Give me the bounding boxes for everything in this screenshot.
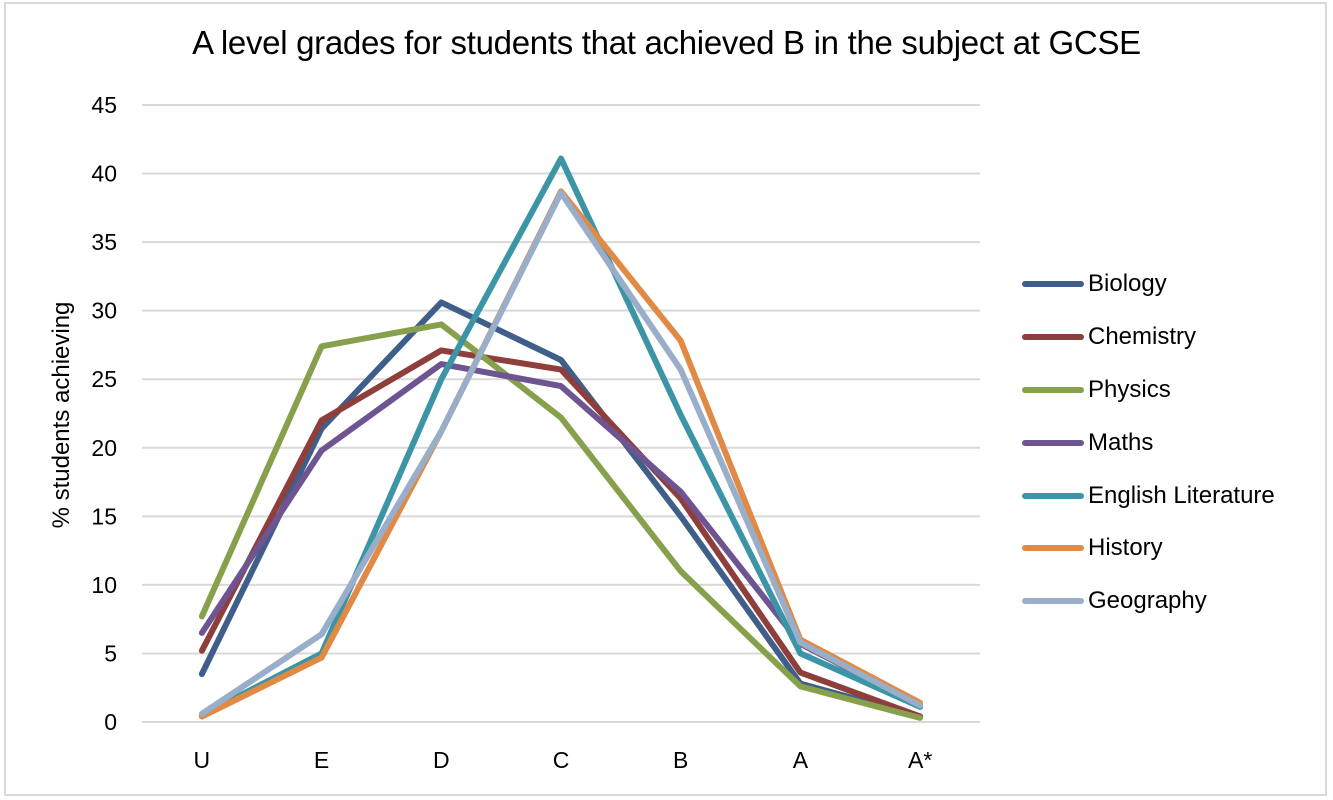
x-tick-label: B [673,747,688,773]
legend-item-english-literature: English Literature [1022,469,1275,522]
legend-label: History [1088,534,1163,562]
y-tick-label: 35 [91,229,117,255]
legend-label: English Literature [1088,481,1275,509]
y-tick-label: 25 [91,366,117,392]
chart-frame [4,2,1327,796]
y-tick-label: 45 [91,92,117,118]
series-line-geography [198,189,924,717]
legend-item-history: History [1022,522,1275,575]
series-line-chemistry [198,347,924,720]
x-tick-label: U [194,747,211,773]
legend-label: Maths [1088,428,1154,456]
series-line-physics [198,321,924,721]
legend-label: Geography [1088,587,1207,615]
y-tick-label: 30 [91,298,117,324]
legend-label: Biology [1088,270,1167,298]
legend-swatch-icon [1022,598,1084,605]
y-tick-label: 40 [91,161,117,187]
legend: Biology Chemistry Physics Maths English Lite… [1022,258,1275,628]
legend-swatch-icon [1022,281,1084,288]
y-tick-label: 0 [104,709,117,735]
x-tick-label: D [433,747,450,773]
legend-swatch-icon [1022,334,1084,341]
legend-item-chemistry: Chemistry [1022,311,1275,364]
y-tick-label: 5 [104,640,117,666]
gridlines [142,104,980,723]
x-tick-label: A [793,747,809,773]
x-axis-ticks: U E D C B A A* [194,747,933,773]
x-tick-label: C [553,747,570,773]
y-axis-ticks: 0 5 10 15 20 25 30 35 40 45 [91,92,117,735]
chart-title: A level grades for students that achieve… [192,24,1141,61]
x-tick-label: A* [908,747,932,773]
legend-label: Physics [1088,375,1171,403]
legend-swatch-icon [1022,545,1084,552]
legend-swatch-icon [1022,386,1084,393]
legend-swatch-icon [1022,439,1084,446]
y-tick-label: 15 [91,503,117,529]
legend-item-maths: Maths [1022,416,1275,469]
y-tick-label: 20 [91,435,117,461]
legend-item-physics: Physics [1022,364,1275,417]
legend-swatch-icon [1022,492,1084,499]
legend-item-biology: Biology [1022,258,1275,311]
legend-label: Chemistry [1088,323,1197,351]
y-tick-label: 10 [91,572,117,598]
legend-item-geography: Geography [1022,575,1275,628]
x-tick-label: E [314,747,329,773]
data-series [198,155,924,721]
